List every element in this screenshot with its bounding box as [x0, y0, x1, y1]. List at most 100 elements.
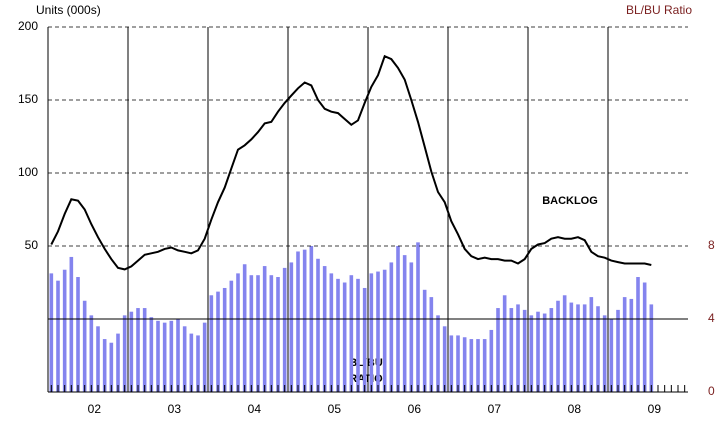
bar — [376, 271, 380, 392]
line — [50, 54, 652, 271]
bar — [369, 273, 374, 392]
bar — [389, 262, 394, 392]
y2-tick-label: 4 — [708, 311, 715, 325]
x-tick-label: 08 — [568, 402, 582, 416]
bar — [402, 255, 407, 392]
bar — [162, 322, 167, 392]
y-tick-label: 200 — [18, 19, 38, 33]
bar — [49, 273, 54, 392]
bar — [562, 295, 567, 392]
bar — [169, 320, 174, 392]
bar — [196, 335, 200, 392]
y-tick-label: 50 — [25, 238, 39, 252]
bar — [176, 319, 180, 392]
bar — [336, 278, 340, 392]
bar — [236, 273, 240, 392]
bar — [249, 275, 254, 392]
bar — [622, 297, 627, 392]
bar — [542, 313, 547, 392]
bar — [509, 308, 514, 392]
bar — [536, 311, 540, 392]
bar — [96, 326, 100, 392]
bar — [342, 282, 347, 392]
bar — [636, 277, 640, 392]
bar — [156, 320, 160, 392]
bar — [69, 256, 74, 392]
bar — [462, 337, 467, 392]
bar — [76, 277, 80, 392]
bar — [602, 315, 607, 392]
bar — [316, 258, 320, 392]
bar — [202, 322, 207, 392]
x-tick-label: 05 — [328, 402, 342, 416]
bar — [649, 304, 654, 392]
bar — [329, 273, 334, 392]
bar — [429, 297, 434, 392]
annotation: BACKLOG — [542, 195, 598, 207]
bar — [482, 339, 487, 392]
bar — [522, 309, 527, 392]
y2-axis-label: BL/BU Ratio — [626, 3, 692, 17]
bar — [229, 280, 234, 392]
bar — [629, 298, 634, 392]
y-tick-label: 100 — [18, 165, 38, 179]
x-tick-label: 07 — [488, 402, 502, 416]
bar — [529, 315, 534, 392]
bar — [416, 242, 420, 392]
bar — [436, 315, 440, 392]
bar — [122, 315, 127, 392]
bar — [209, 295, 214, 392]
bar — [276, 277, 280, 392]
bar — [362, 287, 367, 392]
bar — [142, 308, 147, 392]
bar — [129, 311, 134, 392]
bar — [62, 269, 67, 392]
x-tick-label: 04 — [248, 402, 262, 416]
bar — [382, 269, 387, 392]
bar — [242, 264, 247, 392]
bar — [182, 326, 187, 392]
x-tick-label: 02 — [88, 402, 102, 416]
bar — [409, 262, 414, 392]
bar — [296, 251, 300, 392]
bar — [102, 339, 107, 392]
bar — [189, 333, 194, 392]
bar — [256, 275, 260, 392]
bar — [222, 287, 227, 392]
bar — [569, 302, 574, 392]
bar — [609, 319, 614, 392]
bar — [442, 326, 447, 392]
y-tick-label: 150 — [18, 92, 38, 106]
bar — [616, 309, 620, 392]
bar — [489, 329, 494, 392]
bar — [349, 275, 354, 392]
x-tick-label: 06 — [408, 402, 422, 416]
bar — [89, 315, 94, 392]
bar — [469, 339, 474, 392]
bar — [282, 267, 287, 392]
bar — [262, 266, 267, 392]
bar — [549, 308, 554, 392]
x-tick-label: 03 — [168, 402, 182, 416]
x-tick-label: 09 — [648, 402, 662, 416]
y2-tick-label: 0 — [708, 384, 715, 398]
bar — [596, 306, 600, 392]
bar — [56, 280, 60, 392]
bar — [576, 304, 580, 392]
bar — [149, 317, 154, 392]
bar — [476, 339, 480, 392]
bar — [502, 295, 507, 392]
bar — [356, 278, 360, 392]
bar — [136, 308, 140, 392]
bar — [302, 249, 307, 392]
bar — [422, 289, 427, 392]
bar — [82, 300, 87, 392]
bar — [269, 275, 274, 392]
y-axis-label: Units (000s) — [36, 3, 101, 17]
bar — [496, 308, 500, 392]
y2-tick-label: 8 — [708, 238, 715, 252]
bar — [642, 282, 647, 392]
bar — [322, 266, 327, 392]
bar — [582, 304, 587, 392]
